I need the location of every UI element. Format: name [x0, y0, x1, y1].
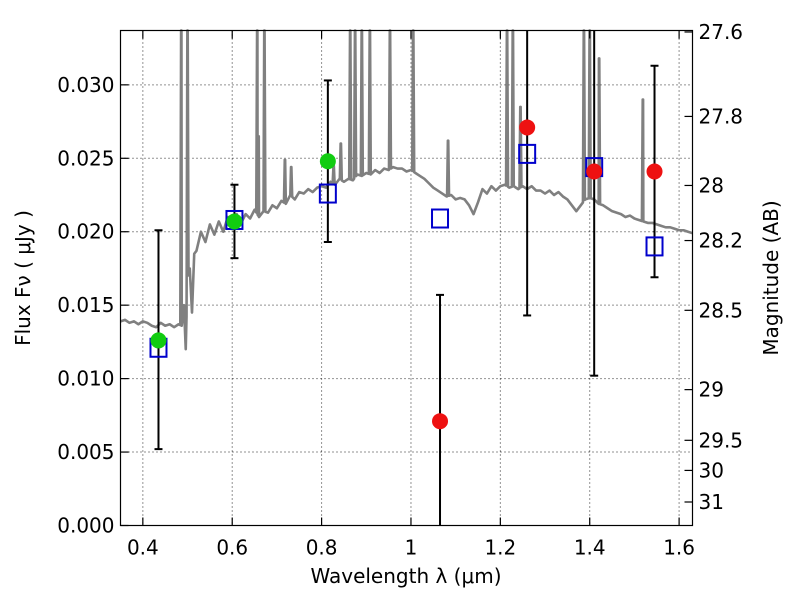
y-tick-label: 0.025 [57, 146, 114, 170]
grid [120, 30, 693, 526]
model-photometry-markers [149, 143, 664, 358]
y-tick-label: 0.030 [57, 73, 114, 97]
x-tick-label: 1 [405, 536, 418, 560]
y-tick-label: 0.000 [57, 514, 114, 538]
y-tick-label: 0.010 [57, 367, 114, 391]
right-tick-label: 27.6 [699, 20, 744, 44]
upper-limit-point [586, 163, 603, 180]
right-tick-label: 29 [699, 378, 724, 402]
y-tick-label: 0.005 [57, 440, 114, 464]
upper-limit-point [432, 413, 449, 430]
detection-point [226, 213, 243, 230]
detection-point [319, 153, 336, 170]
model-photometry-square [518, 143, 537, 164]
right-tick-label: 28.2 [699, 229, 744, 253]
detection-point [150, 332, 167, 349]
observed-photometry-points [150, 119, 663, 430]
y-tick-label: 0.020 [57, 220, 114, 244]
x-axis-ticks: 0.4 0.6 0.8 1 1.2 1.4 1.6 [127, 30, 695, 560]
upper-limit-point [519, 119, 536, 136]
model-spectrum [120, 29, 693, 351]
right-axis-ticks: 27.6 27.8 28 28.2 28.5 29 29.5 30 31 [684, 20, 744, 514]
y-axis-ticks: 0.000 0.005 0.010 0.015 0.020 0.025 0.030 [57, 73, 129, 538]
model-photometry-square [431, 208, 450, 229]
right-tick-label: 30 [699, 458, 724, 482]
right-tick-label: 31 [699, 490, 724, 514]
x-tick-label: 0.6 [216, 536, 248, 560]
right-tick-label: 28.5 [699, 298, 744, 322]
right-axis-label: Magnitude (AB) [759, 200, 783, 355]
model-spectrum-line [120, 29, 693, 351]
x-tick-label: 0.8 [306, 536, 338, 560]
x-tick-label: 1.6 [663, 536, 695, 560]
plot-frame [119, 29, 694, 527]
model-photometry-square [318, 183, 337, 204]
y-axis-label: Flux Fν ( μJy ) [11, 210, 35, 346]
upper-limit-point [646, 163, 663, 180]
right-tick-label: 28 [699, 173, 724, 197]
x-tick-label: 1.4 [574, 536, 606, 560]
x-tick-label: 1.2 [484, 536, 516, 560]
right-tick-label: 27.8 [699, 104, 744, 128]
right-tick-label: 29.5 [699, 428, 744, 452]
x-tick-label: 0.4 [127, 536, 159, 560]
y-tick-label: 0.015 [57, 293, 114, 317]
model-photometry-square [645, 236, 664, 257]
x-axis-label: Wavelength λ (μm) [310, 564, 501, 588]
